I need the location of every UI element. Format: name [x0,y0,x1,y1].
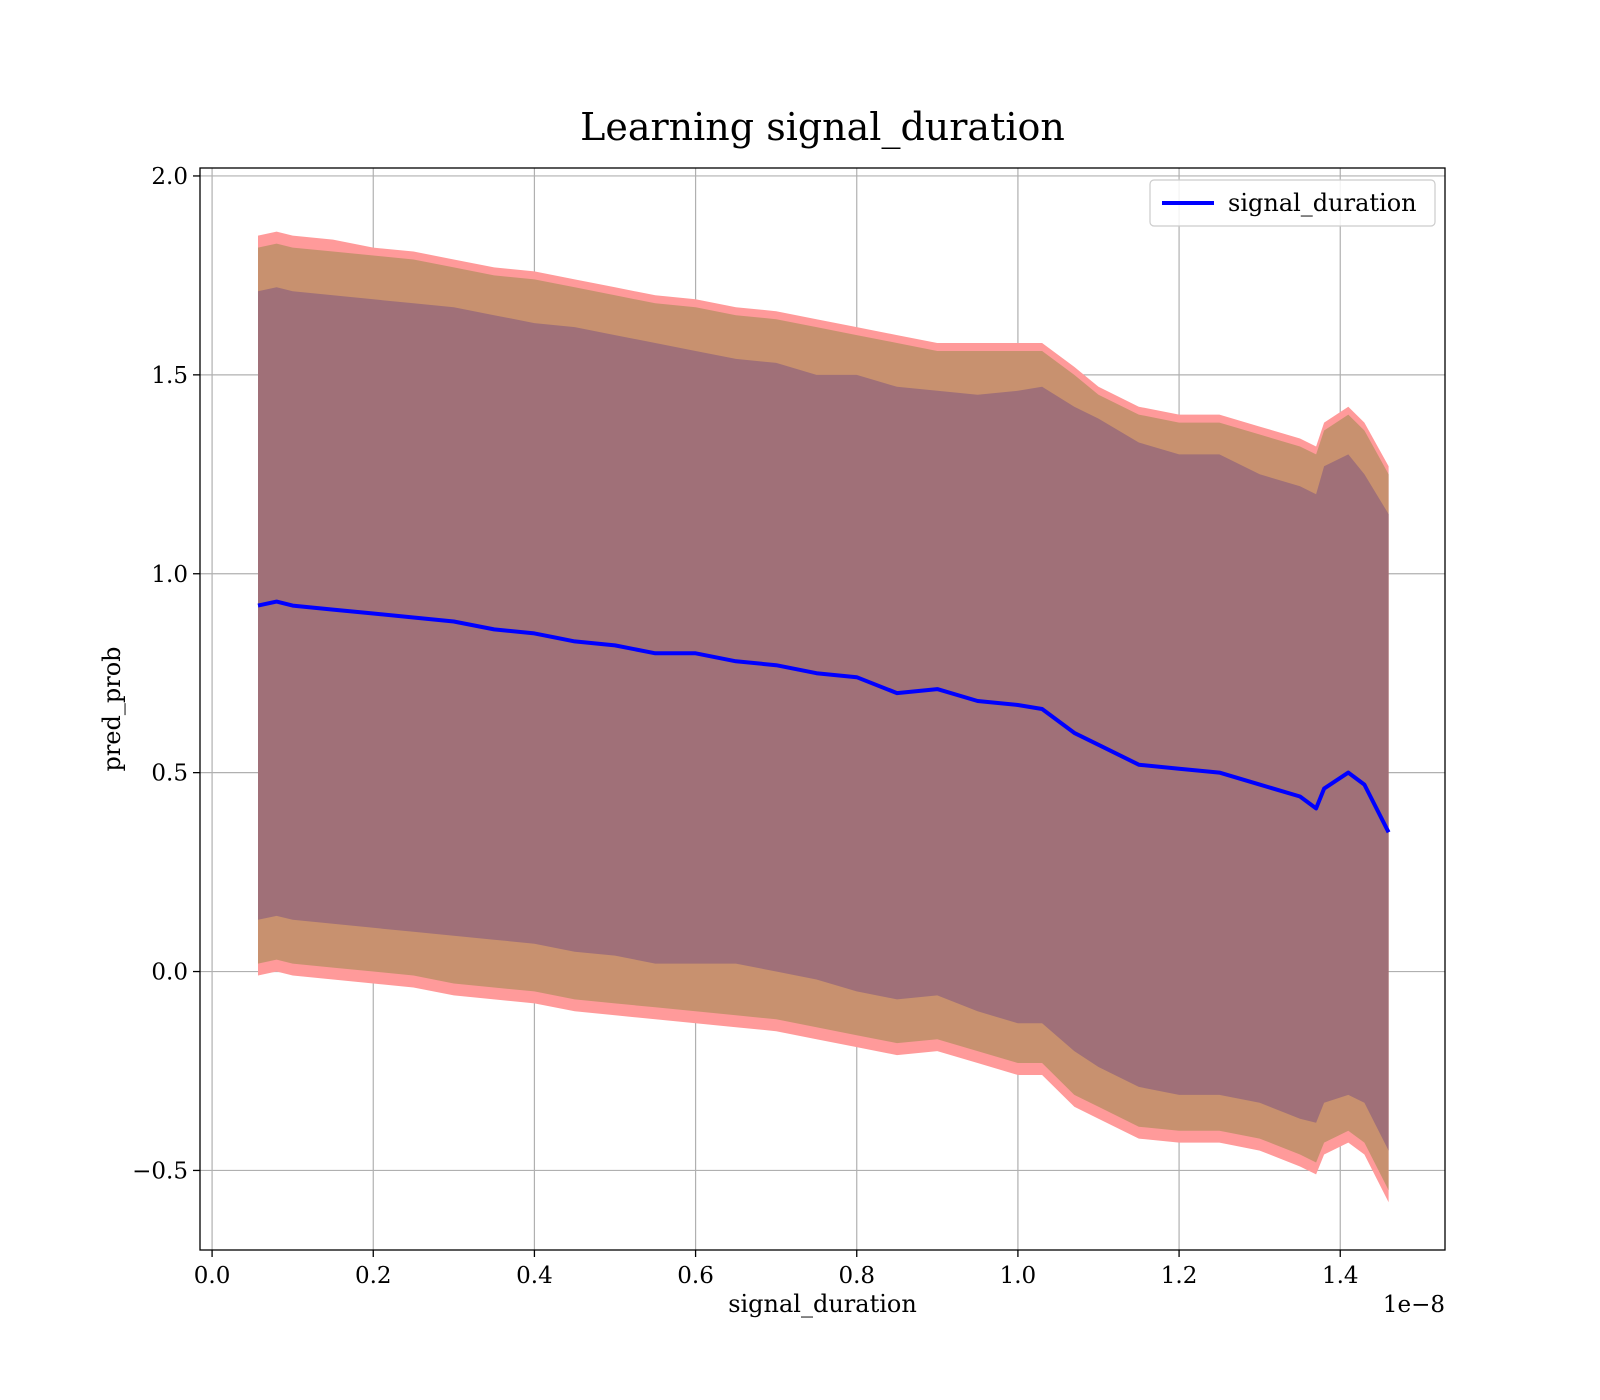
x-axis-offset-label: 1e−8 [1383,1292,1445,1318]
y-tick-label: 0.5 [151,761,188,787]
x-tick-label: 1.4 [1322,1263,1359,1289]
legend-label: signal_duration [1228,189,1417,217]
x-tick-label: 1.0 [1000,1263,1037,1289]
plot-frame [199,167,1446,1251]
legend: signal_duration [1149,179,1436,227]
x-tick-label: 1.2 [1161,1263,1198,1289]
x-axis-label: signal_duration [728,1290,917,1318]
y-axis-label: pred_prob [98,646,126,771]
x-tick-label: 0.8 [838,1263,875,1289]
series-lines [257,599,1391,834]
y-tick-label: 0.0 [151,960,188,986]
y-tick-label: −0.5 [132,1158,188,1184]
y-tick-label: 2.0 [151,164,188,190]
series-line-signal-duration [257,599,1391,834]
inner-band [258,287,1389,1151]
y-tick-label: 1.0 [151,562,188,588]
chart-title: Learning signal_duration [580,105,1065,150]
confidence-bands [258,231,1389,1203]
y-tick-label: 1.5 [151,363,188,389]
x-tick-label: 0.0 [194,1263,231,1289]
x-tick-label: 0.2 [355,1263,392,1289]
x-tick-label: 0.6 [677,1263,714,1289]
legend-box [1149,179,1436,227]
ticks: 0.0 0.2 0.4 0.6 0.8 1.0 1.2 1.4 −0.5 0.0 0.5 1.0 1.5… [132,164,1358,1289]
x-tick-label: 0.4 [516,1263,553,1289]
